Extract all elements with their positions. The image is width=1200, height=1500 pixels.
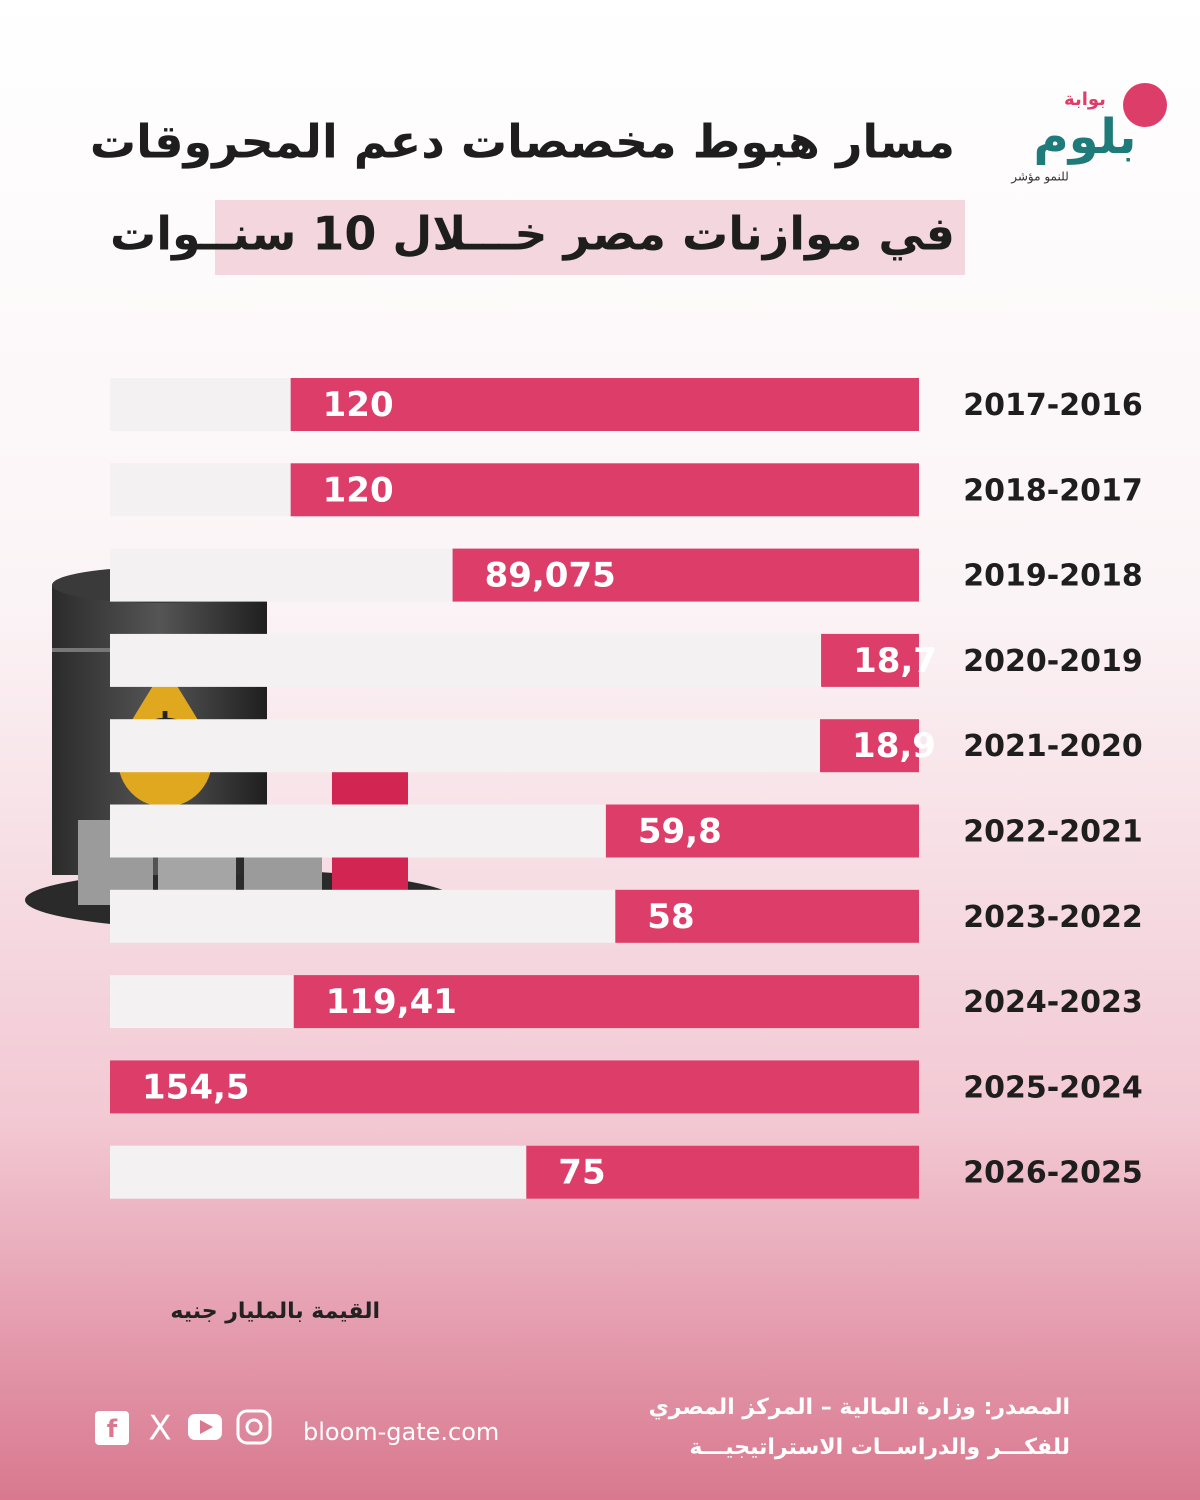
value-label: 154,5 (142, 1067, 250, 1107)
subtitle-bg (215, 200, 965, 275)
chart-title: مسار هبوط مخصصات دعم المحروقات (90, 115, 955, 169)
svg-text:f: f (107, 1415, 118, 1443)
value-label: 75 (558, 1153, 605, 1193)
bar (615, 889, 919, 943)
category-label: 2026-2025 (963, 1156, 1142, 1191)
value-label: 18,7 (853, 641, 937, 681)
value-label: 119,41 (326, 982, 457, 1022)
bar-track (110, 719, 919, 773)
category-label: 2025-2024 (963, 1070, 1142, 1105)
category-label: 2018-2017 (963, 473, 1142, 508)
source-line: للفكـــر والدراســات الاستراتيجيـــة (689, 1435, 1070, 1460)
value-label: 89,075 (485, 556, 616, 596)
value-label: 18,9 (852, 726, 936, 766)
chart-subtitle: في موازنات مصر خـــلال 10 سنــوات (110, 207, 955, 261)
svg-text:X: X (148, 1409, 171, 1449)
value-label: 59,8 (638, 812, 722, 852)
category-label: 2022-2021 (963, 815, 1142, 850)
bar (290, 463, 919, 517)
bar (110, 1060, 919, 1114)
value-label: 120 (323, 385, 394, 425)
bar (526, 1145, 919, 1199)
category-label: 2023-2022 (963, 900, 1142, 935)
logo-portal: بوابة (1064, 89, 1106, 110)
category-label: 2020-2019 (963, 644, 1142, 679)
value-label: 58 (647, 897, 694, 937)
unit-note: القيمة بالمليار جنيه (170, 1299, 380, 1324)
bar (820, 719, 919, 773)
category-label: 2021-2020 (963, 729, 1142, 764)
source-line: المصدر: وزارة المالية – المركز المصري (649, 1395, 1070, 1420)
value-label: 120 (323, 470, 394, 510)
category-label: 2017-2016 (963, 388, 1142, 423)
bar-track (110, 633, 919, 687)
bar (821, 633, 919, 687)
bar (293, 975, 919, 1029)
logo-name: بلوم (1034, 109, 1137, 165)
bar (605, 804, 919, 858)
logo-mic (1123, 83, 1167, 127)
website: bloom-gate.com (303, 1418, 499, 1446)
social-icons[interactable]: f X (95, 1409, 272, 1449)
category-label: 2024-2023 (963, 985, 1142, 1020)
category-label: 2019-2018 (963, 559, 1142, 594)
bar (452, 548, 919, 602)
logo-tagline: للنمو مؤشر (1010, 170, 1069, 185)
bar (290, 378, 919, 431)
